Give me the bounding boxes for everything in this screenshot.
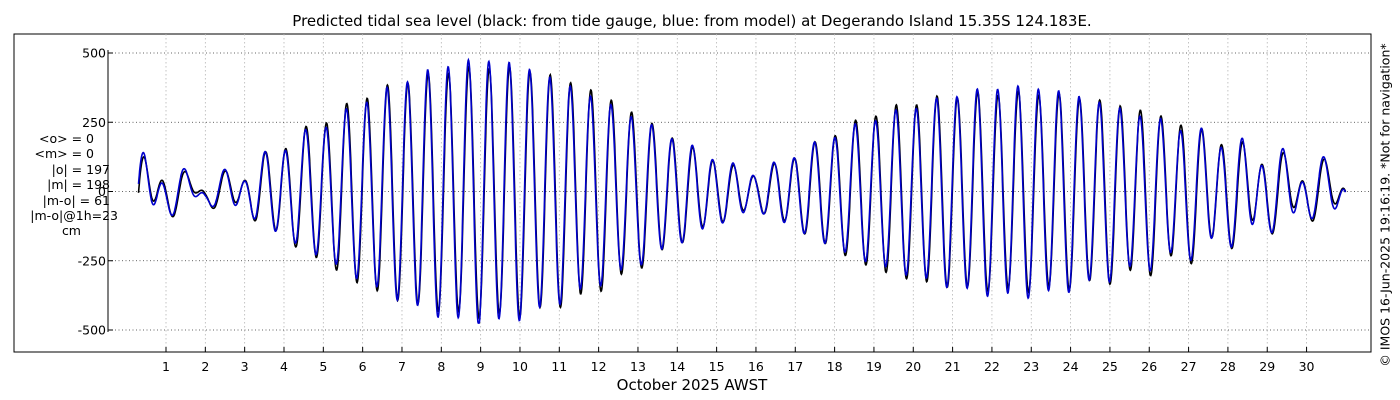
x-tick-label: 20 — [905, 359, 921, 374]
x-tick-label: 4 — [280, 359, 288, 374]
axis-ticks: 1 2 3 4 5 6 7 8 9 10 11 12 13 14 15 16 17 18 19 20 21 22 23 24 2… — [78, 46, 1315, 375]
series — [137, 57, 1347, 324]
x-tick-label: 25 — [1102, 359, 1118, 374]
x-tick-label: 27 — [1181, 359, 1197, 374]
y-tick-label: -250 — [78, 253, 106, 268]
x-tick-label: 17 — [787, 359, 803, 374]
x-tick-label: 26 — [1141, 359, 1157, 374]
x-tick-label: 16 — [748, 359, 764, 374]
stat-abs-model: |m| = 198 — [47, 177, 110, 193]
statistics-panel: <o> = 0 <m> = 0 |o| = 197 |m| = 198 |m-o… — [8, 131, 118, 239]
stat-abs-diff-1h: |m-o|@1h=23 — [30, 208, 118, 224]
x-tick-label: 13 — [630, 359, 646, 374]
x-tick-label: 28 — [1220, 359, 1236, 374]
series-line-tide-gauge — [137, 64, 1347, 321]
x-tick-label: 15 — [709, 359, 725, 374]
grid — [108, 34, 1371, 352]
y-tick-label: 0 — [98, 184, 106, 199]
x-tick-label: 7 — [398, 359, 406, 374]
x-tick-label: 9 — [477, 359, 485, 374]
x-tick-label: 22 — [984, 359, 1000, 374]
x-tick-label: 23 — [1023, 359, 1039, 374]
x-tick-label: 29 — [1259, 359, 1275, 374]
x-tick-label: 18 — [827, 359, 843, 374]
x-tick-label: 10 — [512, 359, 528, 374]
chart-title: Predicted tidal sea level (black: from t… — [292, 12, 1091, 30]
x-tick-label: 24 — [1063, 359, 1079, 374]
stat-abs-obs: |o| = 197 — [51, 161, 110, 177]
x-tick-label: 12 — [591, 359, 607, 374]
stat-unit: cm — [61, 223, 81, 239]
x-tick-label: 21 — [945, 359, 961, 374]
x-tick-label: 11 — [551, 359, 567, 374]
series-line-model — [137, 57, 1347, 324]
x-tick-label: 3 — [241, 359, 249, 374]
x-tick-label: 30 — [1299, 359, 1315, 374]
y-tick-label: 250 — [82, 115, 106, 130]
credit-text: © IMOS 16-Jun-2025 19:16:19. *Not for na… — [1377, 43, 1393, 367]
x-tick-label: 19 — [866, 359, 882, 374]
x-tick-label: 8 — [437, 359, 445, 374]
stat-mean-model: <m> = 0 — [34, 146, 95, 162]
x-tick-label: 6 — [359, 359, 367, 374]
x-tick-label: 2 — [201, 359, 209, 374]
stat-mean-obs: <o> = 0 — [39, 131, 94, 146]
plot-frame — [13, 33, 1372, 353]
y-tick-label: 500 — [82, 46, 106, 61]
x-tick-label: 5 — [319, 359, 327, 374]
y-tick-label: -500 — [78, 323, 106, 338]
x-tick-label: 14 — [669, 359, 685, 374]
stat-abs-diff: |m-o| = 61 — [42, 192, 110, 208]
x-axis-label: October 2025 AWST — [617, 376, 769, 394]
x-tick-label: 1 — [162, 359, 170, 374]
